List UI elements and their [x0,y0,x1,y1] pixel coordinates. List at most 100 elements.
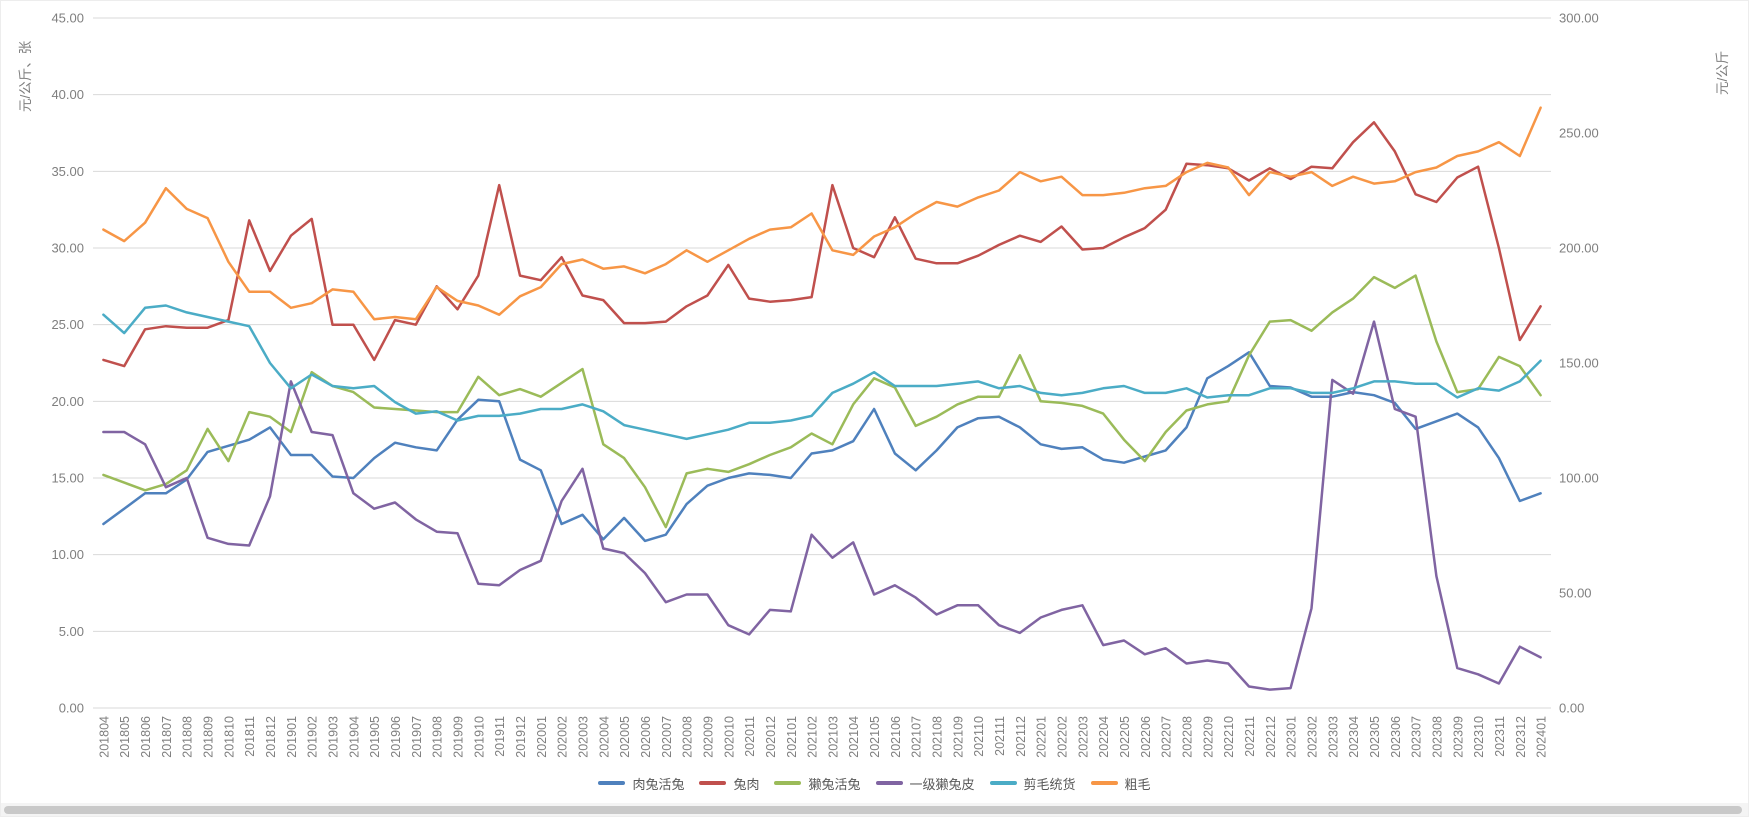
series-line [102,351,1542,543]
x-axis-label: 201908 [431,716,445,758]
x-axis-label: 202310 [1472,716,1486,758]
x-axis-tick-labels: 201804 201805 201806 201807 201808 201809 2018… [97,716,1548,758]
x-axis-label: 202211 [1243,716,1257,757]
x-axis-label: 202203 [1076,716,1090,758]
x-axis-label: 202101 [785,716,799,758]
horizontal-scrollbar-track[interactable] [0,803,1749,817]
x-axis-label: 202105 [868,716,882,758]
price-line-chart: 0.00 5.00 10.00 15.00 20.00 25.00 30.00 35.00 40… [18,11,1730,758]
x-axis-label: 202204 [1097,716,1111,758]
x-axis-label: 202308 [1430,716,1444,758]
x-axis-label: 202103 [826,716,840,758]
legend-line-swatch [989,781,1017,785]
x-axis-label: 202301 [1285,716,1299,758]
legend-line-swatch [875,781,903,785]
x-axis-label: 202012 [764,716,778,758]
x-axis-label: 201902 [306,716,320,758]
x-axis-label: 201805 [118,716,132,758]
right-axis-tick-label: 150.00 [1559,356,1599,371]
right-axis-tick-label: 200.00 [1559,241,1599,256]
series-line [102,121,1542,368]
left-axis-tick-label: 30.00 [51,241,84,256]
right-axis-tick-label: 50.00 [1559,586,1592,601]
x-axis-label: 202209 [1201,716,1215,758]
x-axis-label: 201901 [285,716,299,758]
x-axis-label: 202309 [1451,716,1465,758]
legend-label: 肉兔活兔 [632,776,685,792]
x-axis-label: 202210 [1222,716,1236,758]
right-axis-tick-label: 100.00 [1559,471,1599,486]
x-axis-label: 202212 [1264,716,1278,758]
x-axis-label: 202002 [556,716,570,758]
x-axis-label: 201810 [222,716,236,758]
left-axis-tick-labels: 0.00 5.00 10.00 15.00 20.00 25.00 30.00 35.00 40… [51,11,84,716]
x-axis-label: 201911 [493,716,507,757]
left-axis-tick-label: 0.00 [59,701,84,716]
x-axis-label: 201808 [181,716,195,758]
x-axis-label: 202201 [1035,716,1049,758]
x-axis-label: 201811 [243,716,257,757]
x-axis-label: 202003 [576,716,590,758]
left-axis-tick-label: 25.00 [51,317,84,332]
left-axis-tick-label: 10.00 [51,547,84,562]
legend-label: 剪毛统货 [1023,776,1076,792]
legend-label: 粗毛 [1124,776,1151,792]
legend-item: 一级獭兔皮 [875,774,975,793]
x-axis-label: 201904 [347,716,361,758]
series-lines [102,106,1542,691]
x-axis-label: 202112 [1014,716,1028,757]
x-axis-label: 202106 [889,716,903,758]
x-axis-label: 202205 [1118,716,1132,758]
legend-item: 肉兔活兔 [598,774,684,793]
x-axis-label: 201905 [368,716,382,758]
left-axis-title: 元/公斤、张 [18,40,33,112]
x-axis-label: 202401 [1535,716,1549,758]
x-axis-label: 202008 [681,716,695,758]
legend-line-swatch [598,781,626,785]
x-axis-label: 202001 [535,716,549,758]
x-axis-label: 201906 [389,716,403,758]
x-axis-label: 201907 [410,716,424,758]
x-axis-label: 202307 [1410,716,1424,758]
x-axis-label: 202006 [639,716,653,758]
x-axis-label: 202009 [701,716,715,758]
x-axis-label: 202312 [1514,716,1528,758]
x-axis-label: 202007 [660,716,674,758]
x-axis-label: 202102 [806,716,820,758]
series-line [102,320,1542,691]
right-axis-title: 元/公斤 [1715,51,1730,95]
x-axis-label: 202207 [1160,716,1174,758]
x-axis-label: 202107 [910,716,924,758]
legend-label: 兔肉 [733,776,760,792]
x-axis-label: 201912 [514,716,528,758]
legend-line-swatch [1090,781,1118,785]
x-axis-label: 201910 [472,716,486,758]
x-axis-label: 202208 [1181,716,1195,758]
x-axis-label: 202004 [597,716,611,758]
right-axis-tick-labels: 0.00 50.00 100.00 150.00 200.00 250.00 300.00 [1559,11,1599,716]
x-axis-label: 202110 [972,716,986,757]
x-axis-label: 202304 [1347,716,1361,758]
x-axis-label: 202010 [722,716,736,758]
x-axis-label: 202011 [743,716,757,757]
left-axis-tick-label: 35.00 [51,164,84,179]
legend-item: 粗毛 [1090,774,1151,793]
x-axis-label: 202206 [1139,716,1153,758]
x-axis-label: 202202 [1056,716,1070,758]
x-axis-label: 202302 [1305,716,1319,758]
right-axis-tick-label: 300.00 [1559,11,1599,26]
x-axis-label: 202111 [993,716,1007,756]
x-axis-label: 202311 [1493,716,1507,757]
x-axis-label: 201909 [452,716,466,758]
series-line [102,274,1542,529]
legend-item: 獭兔活兔 [774,774,861,793]
x-axis-label: 202108 [931,716,945,758]
legend-item: 兔肉 [699,774,759,793]
x-axis-label: 202104 [847,716,861,758]
x-axis-label: 201812 [264,716,278,758]
x-axis-label: 201809 [202,716,216,758]
horizontal-scrollbar-thumb[interactable] [4,806,1742,814]
series-line [102,304,1542,441]
legend-item: 剪毛统货 [989,774,1076,793]
